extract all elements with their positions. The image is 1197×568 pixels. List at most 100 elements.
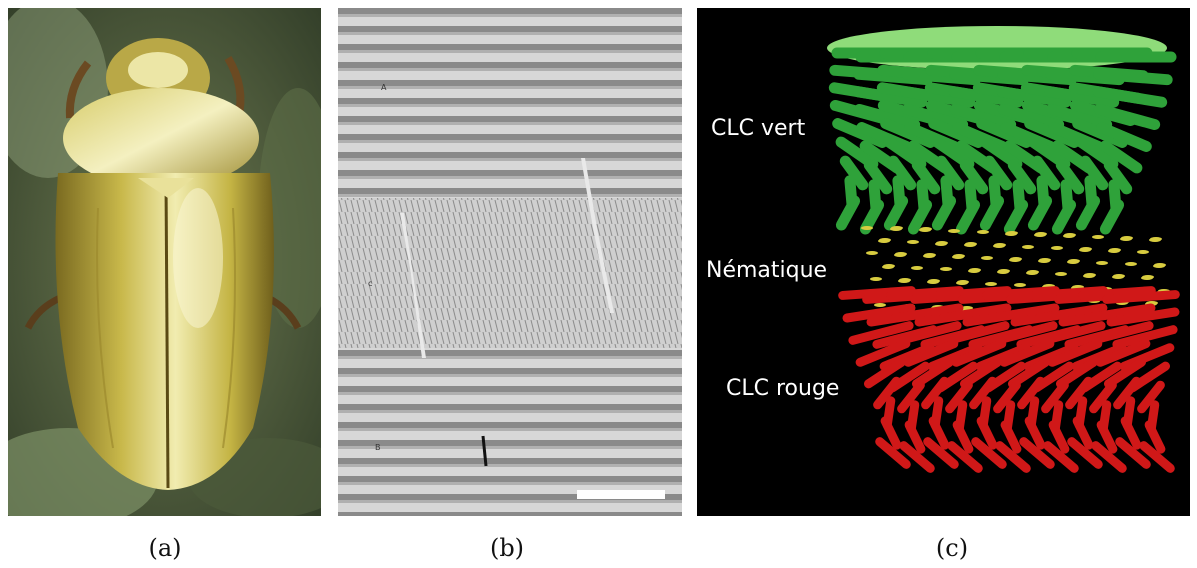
red-rod [947, 441, 983, 473]
nematic-molecule [1137, 250, 1149, 254]
nematic-molecule [911, 266, 923, 270]
nematic-molecule [985, 282, 997, 286]
green-rod [900, 86, 976, 108]
label-clc-vert: CLC vert [711, 116, 806, 141]
nematic-molecule [870, 277, 882, 281]
nematic-molecule [969, 268, 981, 272]
green-rod [1096, 122, 1152, 152]
green-rod [1024, 118, 1080, 148]
green-rod [1099, 199, 1125, 235]
red-rod [864, 357, 906, 389]
red-rod [952, 420, 974, 454]
micro-label-c: c [368, 279, 372, 288]
nematic-molecule [1027, 270, 1039, 274]
red-cholesteric-layer [838, 286, 1180, 473]
nematic-molecule [998, 269, 1010, 273]
green-rod [1044, 86, 1120, 108]
green-rod [1003, 199, 1029, 235]
nematic-molecule [1092, 235, 1104, 239]
red-rod [992, 321, 1058, 345]
panel-b-micrograph: A B c [338, 8, 682, 516]
nematic-molecule [977, 230, 989, 234]
nematic-molecule [1125, 262, 1137, 266]
nematic-molecule [1064, 233, 1076, 237]
red-rod [1104, 357, 1146, 389]
green-rod [1055, 159, 1085, 195]
red-rod [1017, 376, 1045, 410]
green-rod [949, 103, 1017, 131]
red-rod [971, 437, 1007, 469]
red-rod [923, 437, 959, 469]
scale-bar [577, 490, 665, 499]
red-rod [1088, 321, 1154, 345]
red-rod [995, 441, 1031, 473]
nematic-molecule [1035, 232, 1047, 236]
red-rod [1112, 325, 1178, 349]
red-rod [993, 380, 1021, 414]
red-rod [986, 303, 1060, 323]
red-rod [928, 416, 950, 450]
green-rod [935, 155, 965, 191]
red-rod [1034, 303, 1108, 323]
nematic-molecule [1022, 245, 1034, 249]
micrograph-image: A B c [338, 8, 682, 516]
red-rod [848, 321, 914, 345]
nematic-molecule [948, 229, 960, 233]
nematic-molecule [957, 280, 969, 284]
micro-label-a: A [381, 83, 387, 92]
nematic-molecule [1109, 248, 1121, 252]
nematic-molecule [994, 243, 1006, 247]
green-rod [880, 118, 936, 148]
green-rod [959, 159, 989, 195]
red-rod [1019, 437, 1055, 469]
red-rod [896, 321, 962, 345]
red-rod [938, 303, 1012, 323]
red-rod [855, 339, 911, 367]
green-rod [852, 86, 928, 108]
red-rod [1144, 420, 1166, 454]
clc-structure-diagram [827, 26, 1180, 473]
red-rod [897, 380, 925, 414]
red-rod [1024, 416, 1046, 450]
label-clc-rouge: CLC rouge [726, 376, 840, 401]
red-rod [945, 380, 973, 414]
nematic-molecule [879, 238, 891, 242]
green-rod [907, 199, 933, 235]
red-rod [960, 357, 1002, 389]
nematic-molecule [965, 242, 977, 246]
green-rod [928, 118, 984, 148]
green-rod [1103, 159, 1133, 195]
green-rod [887, 155, 917, 191]
red-rod [1040, 321, 1106, 345]
red-rod [880, 416, 902, 450]
red-rod [1102, 290, 1180, 304]
green-rod [1093, 103, 1161, 131]
green-rod [853, 103, 921, 131]
nematic-molecule [1080, 247, 1092, 251]
micro-label-b: B [375, 443, 381, 452]
red-rod [1008, 357, 1050, 389]
panel-c-clc-diagram: CLC vert Nématique CLC rouge [697, 8, 1190, 516]
nematic-molecule [899, 278, 911, 282]
red-rod [1000, 420, 1022, 454]
red-rod [1139, 441, 1175, 473]
panel-a-beetle-photo [8, 8, 321, 516]
nematic-molecule [874, 303, 886, 307]
caption-b: (b) [489, 534, 525, 562]
red-rod [875, 437, 911, 469]
red-rod [944, 321, 1010, 345]
nematic-molecule [1068, 259, 1080, 263]
green-rod [901, 103, 969, 131]
green-rod [1099, 140, 1143, 174]
nematic-molecule [920, 227, 932, 231]
red-rod [1072, 416, 1094, 450]
nematic-molecule [1113, 274, 1125, 278]
nematic-molecule [961, 306, 973, 310]
red-rod [951, 339, 1007, 367]
green-rod [1031, 155, 1061, 191]
beetle-image [8, 8, 321, 516]
red-rod [842, 303, 916, 323]
green-rod [835, 195, 861, 231]
green-rod [997, 103, 1065, 131]
nematic-molecule [1014, 283, 1026, 287]
